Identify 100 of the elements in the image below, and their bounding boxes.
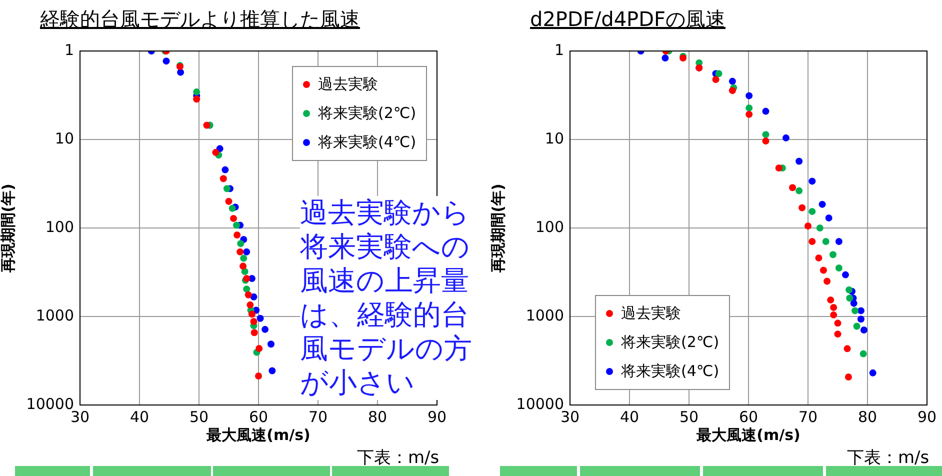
chart-title: d2PDF/d4PDFの風速 <box>530 6 726 33</box>
point <box>746 92 753 100</box>
point <box>804 222 812 230</box>
point <box>715 70 722 78</box>
point <box>267 340 274 348</box>
point <box>177 68 184 76</box>
x-tick-label: 90 <box>427 408 447 426</box>
point <box>240 254 248 262</box>
point <box>255 372 262 380</box>
point <box>844 374 852 381</box>
point <box>240 262 247 270</box>
point <box>746 110 753 118</box>
point <box>243 248 250 256</box>
point <box>234 232 241 239</box>
point <box>762 131 770 138</box>
point <box>662 54 669 62</box>
chart-title: 経験的台風モデルより推算した風速 <box>40 6 360 33</box>
point <box>830 311 838 318</box>
point <box>869 369 876 376</box>
x-axis-title: 最大風速(m/s) <box>206 426 310 444</box>
legend-label: 過去実験 <box>621 304 681 322</box>
point <box>243 286 250 293</box>
point <box>846 294 854 302</box>
y-tick-label: 100 <box>535 218 564 236</box>
point <box>857 316 864 323</box>
point <box>827 296 834 304</box>
point <box>225 198 232 205</box>
x-tick-label: 40 <box>130 408 150 426</box>
point <box>728 87 736 94</box>
point <box>860 326 868 334</box>
point <box>762 108 770 115</box>
point <box>244 291 252 298</box>
point <box>825 214 832 222</box>
point <box>232 222 240 229</box>
y-tick-label: 100 <box>45 218 74 236</box>
y-tick-label: 10 <box>544 129 564 148</box>
y-tick-label: 1 <box>64 40 74 59</box>
text: 下表：m/s <box>357 447 440 469</box>
point <box>860 350 867 358</box>
point <box>220 175 227 182</box>
point <box>775 164 782 172</box>
point <box>853 322 860 330</box>
x-tick-label: 70 <box>798 408 818 426</box>
point <box>246 301 254 308</box>
point <box>262 326 269 333</box>
point <box>268 367 276 374</box>
point <box>250 318 258 326</box>
y-tick-label: 10 <box>54 129 74 148</box>
point <box>789 184 796 192</box>
point <box>237 240 244 248</box>
point <box>835 238 842 245</box>
point <box>796 158 803 165</box>
y-axis-title: 再現期間(年) <box>0 184 17 274</box>
x-tick-label: 40 <box>620 408 640 426</box>
legend-label: 過去実験 <box>318 75 378 93</box>
point <box>815 254 822 262</box>
legend-label: 将来実験(4℃) <box>318 133 416 151</box>
point <box>256 314 264 322</box>
point <box>850 300 858 307</box>
x-tick-label: 80 <box>858 408 878 426</box>
point <box>808 208 816 215</box>
point <box>852 307 859 314</box>
point <box>835 264 842 272</box>
point <box>830 304 838 311</box>
point <box>241 268 248 275</box>
x-tick-label: 50 <box>679 408 699 426</box>
point <box>256 345 263 352</box>
point <box>712 76 720 84</box>
point <box>222 166 229 174</box>
x-tick-label: 50 <box>189 408 209 426</box>
legend-label: 将来実験(2℃) <box>621 333 720 351</box>
point <box>824 278 831 285</box>
point <box>248 310 256 318</box>
point <box>834 320 842 327</box>
point <box>829 251 836 258</box>
point <box>746 104 753 112</box>
point <box>816 224 824 232</box>
point <box>728 78 736 85</box>
point <box>822 238 830 245</box>
x-tick-label: 60 <box>738 408 758 426</box>
point <box>230 214 238 222</box>
x-axis-title: 最大風速(m/s) <box>696 426 800 444</box>
annotation: 過去実験から将来実験への風速の上昇量は、経験的台風モデルの方が小さい <box>300 196 485 400</box>
point <box>834 330 842 338</box>
point <box>250 329 258 336</box>
point <box>212 148 220 156</box>
point <box>203 122 210 129</box>
point <box>193 96 200 103</box>
point <box>798 204 806 212</box>
y-tick-label: 1000 <box>36 306 74 324</box>
point <box>236 248 244 256</box>
point <box>808 178 816 185</box>
legend-label: 将来実験(4℃) <box>621 362 720 380</box>
point <box>842 271 849 278</box>
y-tick-label: 1000 <box>526 306 564 324</box>
point <box>820 266 827 274</box>
point <box>857 307 864 314</box>
point <box>796 187 803 194</box>
point <box>808 238 816 245</box>
x-tick-label: 70 <box>308 408 328 426</box>
